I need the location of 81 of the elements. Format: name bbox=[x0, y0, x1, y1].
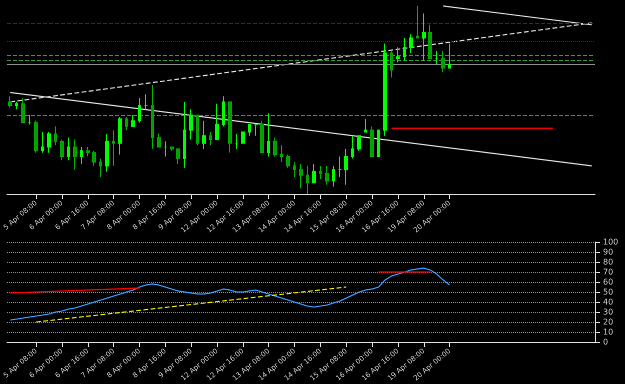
candlestick bbox=[176, 148, 180, 164]
y-tick-label: 80 bbox=[603, 258, 614, 267]
candlestick bbox=[409, 34, 413, 54]
candlestick bbox=[47, 131, 51, 154]
candlestick bbox=[448, 43, 451, 69]
candlestick bbox=[396, 46, 400, 63]
y-tick-label: 90 bbox=[603, 248, 614, 257]
candlestick bbox=[28, 114, 31, 125]
candlestick bbox=[86, 146, 90, 157]
candlestick bbox=[254, 124, 258, 136]
candlestick bbox=[241, 131, 245, 144]
candlestick bbox=[332, 165, 335, 188]
y-tick-label: 60 bbox=[603, 278, 614, 287]
candlestick bbox=[34, 120, 38, 154]
candlestick bbox=[183, 101, 186, 168]
candlestick bbox=[351, 135, 354, 159]
candlestick bbox=[228, 101, 232, 154]
candlestick bbox=[15, 101, 18, 110]
candlestick bbox=[222, 96, 225, 127]
candlestick bbox=[273, 137, 277, 157]
candlestick bbox=[267, 112, 270, 157]
candlestick bbox=[157, 133, 161, 148]
candlestick bbox=[189, 108, 193, 140]
candlestick bbox=[260, 120, 264, 154]
candlestick bbox=[325, 165, 329, 186]
candlestick bbox=[280, 144, 283, 163]
y-tick-label: 30 bbox=[603, 308, 614, 317]
candlestick bbox=[357, 135, 361, 152]
candlestick bbox=[370, 126, 374, 157]
candlestick bbox=[441, 50, 445, 72]
candlestick bbox=[196, 114, 199, 146]
y-tick-label: 0 bbox=[603, 338, 608, 347]
candlestick bbox=[99, 158, 102, 178]
line-series bbox=[10, 267, 450, 321]
candlestick bbox=[138, 98, 141, 124]
candlestick bbox=[364, 118, 367, 132]
candlestick bbox=[306, 165, 309, 195]
candlestick bbox=[80, 146, 83, 164]
candlestick bbox=[435, 50, 438, 65]
y-tick-label: 20 bbox=[603, 318, 614, 327]
candlestick bbox=[41, 131, 44, 154]
candlestick bbox=[235, 133, 238, 150]
candlestick bbox=[299, 163, 303, 189]
y-tick-label: 70 bbox=[603, 268, 614, 277]
candlestick bbox=[131, 114, 135, 127]
candlestick bbox=[428, 24, 432, 60]
candlestick bbox=[73, 139, 77, 170]
candlestick bbox=[403, 37, 406, 62]
y-tick-label: 10 bbox=[603, 328, 614, 337]
candlestick bbox=[21, 98, 25, 124]
candlestick bbox=[105, 133, 109, 172]
candlestick bbox=[312, 163, 316, 184]
candlestick bbox=[319, 165, 322, 180]
candlestick bbox=[286, 154, 290, 168]
candlestick bbox=[118, 116, 122, 156]
candlestick bbox=[383, 43, 387, 136]
y-tick-label: 100 bbox=[603, 238, 618, 246]
candlestick bbox=[67, 137, 70, 161]
candlestick bbox=[377, 130, 380, 157]
candlestick bbox=[209, 131, 212, 146]
candlestick bbox=[125, 116, 128, 131]
candlestick bbox=[344, 148, 348, 186]
candlestick bbox=[422, 13, 426, 62]
y-tick-label: 50 bbox=[603, 288, 614, 297]
candlestick bbox=[293, 162, 296, 178]
candlestick bbox=[338, 156, 342, 178]
candlestick bbox=[112, 130, 115, 166]
candlestick bbox=[144, 94, 148, 110]
candlestick bbox=[416, 6, 419, 38]
y-tick-label: 40 bbox=[603, 298, 614, 307]
candlestick bbox=[390, 50, 393, 78]
candlestick bbox=[54, 126, 57, 146]
candlestick bbox=[8, 96, 12, 108]
candlestick bbox=[248, 124, 251, 136]
candlestick bbox=[60, 139, 64, 161]
candlestick bbox=[170, 146, 174, 152]
candlestick bbox=[92, 150, 96, 166]
candlestick bbox=[215, 103, 219, 140]
candlestick bbox=[164, 140, 167, 157]
candlestick bbox=[202, 120, 206, 150]
candlestick bbox=[151, 84, 154, 150]
